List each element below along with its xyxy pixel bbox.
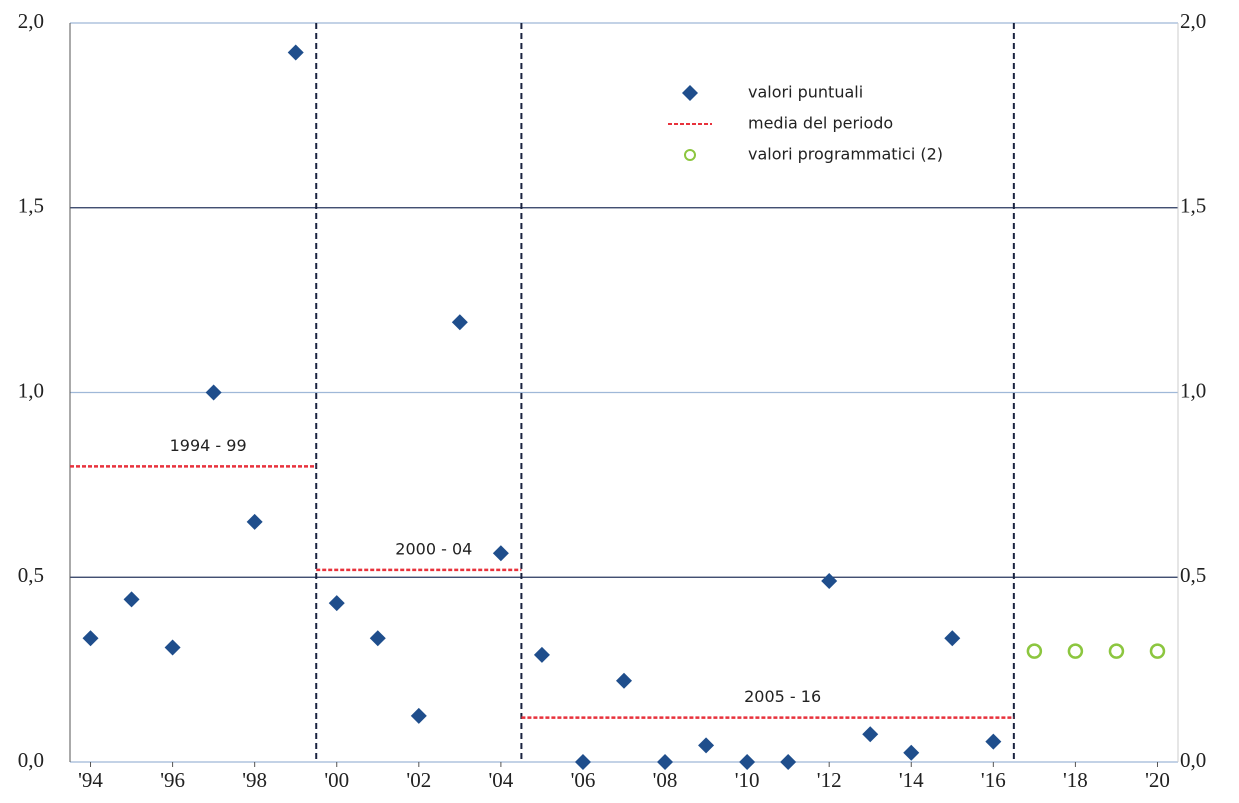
y2-tick-label: 0,5 <box>1180 563 1206 587</box>
point <box>1026 643 1043 659</box>
period-label: 2000 - 04 <box>395 539 472 558</box>
x-tick-label: '08 <box>653 768 678 792</box>
point <box>451 314 468 331</box>
y2-tick-label: 1,5 <box>1180 194 1206 218</box>
point <box>821 572 838 589</box>
point <box>574 754 591 770</box>
point <box>985 733 1002 750</box>
point <box>1108 643 1125 659</box>
point <box>328 595 345 612</box>
legend-label: valori programmatici (2) <box>748 145 943 164</box>
y-tick-label: 1,0 <box>18 378 44 402</box>
y2-tick-label: 2,0 <box>1180 9 1206 33</box>
point <box>246 513 263 530</box>
x-tick-label: '96 <box>160 768 185 792</box>
point <box>492 545 509 562</box>
x-tick-label: '10 <box>735 768 760 792</box>
point <box>616 672 632 689</box>
point <box>410 707 427 724</box>
legend-label: media del periodo <box>748 114 893 133</box>
y2-tick-label: 0,0 <box>1180 748 1206 772</box>
point <box>780 754 797 770</box>
x-tick-label: '12 <box>817 768 842 792</box>
point <box>903 744 920 761</box>
point <box>1067 643 1084 659</box>
legend-label: valori puntuali <box>748 83 863 102</box>
point <box>862 726 879 743</box>
y-tick-label: 2,0 <box>18 9 44 33</box>
point <box>698 737 715 754</box>
legend-marker <box>684 149 696 161</box>
point <box>944 630 961 647</box>
legend-marker <box>682 85 698 101</box>
y-tick-label: 1,5 <box>18 194 44 218</box>
x-tick-label: '98 <box>242 768 267 792</box>
point <box>369 630 386 647</box>
y-tick-label: 0,5 <box>18 563 44 587</box>
point <box>287 44 304 61</box>
x-tick-label: '06 <box>571 768 596 792</box>
x-tick-label: '20 <box>1145 768 1170 792</box>
x-tick-label: '14 <box>899 768 924 792</box>
y-tick-label: 0,0 <box>18 748 44 772</box>
point <box>533 646 550 663</box>
point <box>164 639 181 656</box>
point <box>739 754 756 770</box>
point <box>1149 643 1166 659</box>
y2-tick-label: 1,0 <box>1180 378 1206 402</box>
point <box>657 754 674 770</box>
point <box>82 630 99 647</box>
x-tick-label: '16 <box>981 768 1006 792</box>
period-label: 2005 - 16 <box>744 687 821 706</box>
x-tick-label: '00 <box>324 768 349 792</box>
x-tick-label: '02 <box>406 768 431 792</box>
x-tick-label: '18 <box>1063 768 1088 792</box>
x-tick-label: '94 <box>78 768 103 792</box>
x-tick-label: '04 <box>488 768 513 792</box>
point <box>205 384 222 401</box>
period-label: 1994 - 99 <box>170 436 247 455</box>
point <box>123 591 140 608</box>
